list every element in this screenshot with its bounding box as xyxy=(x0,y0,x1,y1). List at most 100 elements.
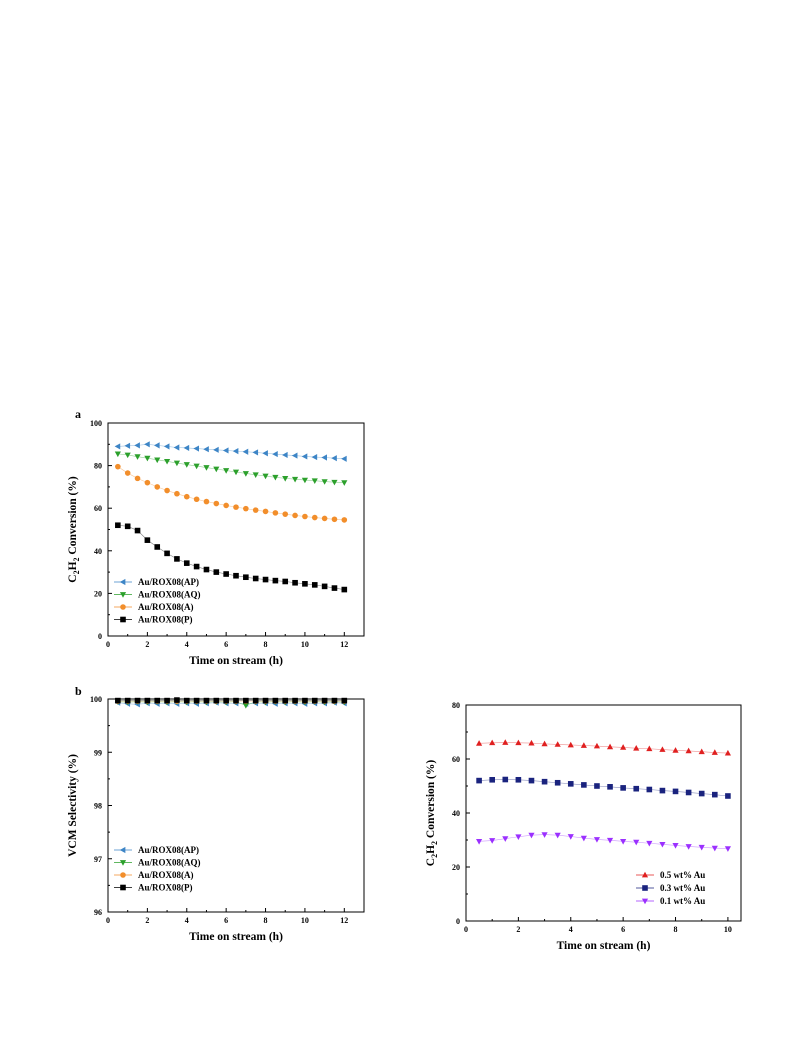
data-point xyxy=(124,470,131,476)
data-point xyxy=(213,569,220,575)
data-point xyxy=(489,838,496,844)
data-point xyxy=(164,697,170,704)
data-point xyxy=(124,452,131,459)
data-point xyxy=(567,834,574,840)
data-point xyxy=(183,462,190,468)
data-point xyxy=(144,455,151,462)
data-point xyxy=(331,585,338,591)
legend-entry: Au/ROX08(AP) xyxy=(114,845,199,855)
data-point xyxy=(292,512,298,519)
panel-b-label: b xyxy=(75,684,82,698)
data-point xyxy=(252,472,259,478)
data-point xyxy=(606,743,614,750)
data-point xyxy=(685,844,692,850)
data-point xyxy=(223,502,229,509)
legend-entry: 0.5 wt% Au xyxy=(636,870,705,880)
legend-entry: Au/ROX08(AQ) xyxy=(114,858,201,868)
data-point xyxy=(321,479,328,485)
data-point xyxy=(144,479,151,486)
data-point xyxy=(252,697,259,704)
x-tick-label: 8 xyxy=(264,916,268,925)
data-point xyxy=(489,776,495,783)
x-tick-label: 4 xyxy=(185,640,189,649)
data-point xyxy=(291,476,299,483)
data-point xyxy=(554,779,561,786)
y-tick-label: 99 xyxy=(94,748,102,757)
data-point xyxy=(633,785,640,792)
data-point xyxy=(213,466,220,473)
data-point xyxy=(620,838,627,845)
data-point xyxy=(515,739,522,746)
data-point xyxy=(593,837,601,843)
data-point xyxy=(242,703,249,709)
x-tick-label: 10 xyxy=(724,925,732,934)
data-point xyxy=(232,448,239,455)
y-tick-label: 60 xyxy=(452,755,460,764)
data-point xyxy=(232,469,240,476)
series-line xyxy=(117,466,345,521)
data-point xyxy=(607,784,613,790)
legend-label: Au/ROX08(P) xyxy=(138,615,193,625)
data-point xyxy=(515,834,522,840)
legend-entry: Au/ROX08(A) xyxy=(114,602,194,612)
series-Au05 xyxy=(476,739,731,756)
series-line xyxy=(479,742,728,754)
data-point xyxy=(134,527,141,534)
x-axis-title: Time on stream (h) xyxy=(189,931,283,943)
data-point xyxy=(711,845,718,852)
x-tick-label: 2 xyxy=(145,916,149,925)
data-point xyxy=(580,835,587,842)
x-axis-title: Time on stream (h) xyxy=(189,655,283,667)
legend-entry: Au/ROX08(AP) xyxy=(114,577,199,587)
data-point xyxy=(272,474,279,481)
legend-entry: Au/ROX08(P) xyxy=(114,883,193,893)
legend-label: Au/ROX08(A) xyxy=(138,602,194,612)
data-point xyxy=(154,484,161,490)
data-point xyxy=(311,697,318,704)
data-point xyxy=(164,550,170,557)
x-tick-label: 12 xyxy=(340,916,348,925)
data-point xyxy=(174,490,180,497)
data-point xyxy=(272,697,279,704)
data-point xyxy=(646,745,653,752)
data-point xyxy=(301,453,308,460)
data-point xyxy=(134,442,140,449)
data-point xyxy=(252,507,259,513)
series-Au03 xyxy=(476,776,731,799)
data-point xyxy=(282,476,289,482)
chart-2: 0 2 4 6 8 10 0 20 40 60 80 Time on stream (h) C2H2 C… xyxy=(425,701,742,952)
data-point xyxy=(698,844,705,851)
data-point xyxy=(203,697,210,704)
data-point xyxy=(242,471,249,477)
data-point xyxy=(163,443,170,450)
data-point xyxy=(341,480,348,486)
chart-0: 0 2 4 6 8 10 12 0 20 40 60 80 100 Time on stream (h) C… xyxy=(67,419,365,667)
data-point xyxy=(672,788,679,795)
x-tick-label: 10 xyxy=(301,916,309,925)
data-point xyxy=(115,463,121,470)
series-P xyxy=(115,522,348,593)
legend-entry: Au/ROX08(P) xyxy=(114,615,193,625)
data-point xyxy=(489,739,496,746)
data-point xyxy=(724,749,731,756)
data-point xyxy=(193,445,199,452)
data-point xyxy=(698,748,705,755)
y-tick-label: 40 xyxy=(452,809,460,818)
data-point xyxy=(124,523,131,530)
data-point xyxy=(554,832,561,839)
data-point xyxy=(124,697,131,704)
data-point xyxy=(672,843,679,849)
x-tick-label: 8 xyxy=(264,640,268,649)
data-point xyxy=(724,846,731,852)
data-point xyxy=(321,515,328,522)
data-point xyxy=(712,791,718,798)
y-tick-label: 97 xyxy=(94,855,102,864)
y-tick-label: 20 xyxy=(94,589,102,598)
data-point xyxy=(243,505,249,512)
data-point xyxy=(331,479,338,486)
data-point xyxy=(659,841,666,848)
data-point xyxy=(593,742,601,749)
y-tick-label: 60 xyxy=(94,504,102,513)
data-point xyxy=(203,498,210,505)
legend-entry: Au/ROX08(AQ) xyxy=(114,590,201,600)
